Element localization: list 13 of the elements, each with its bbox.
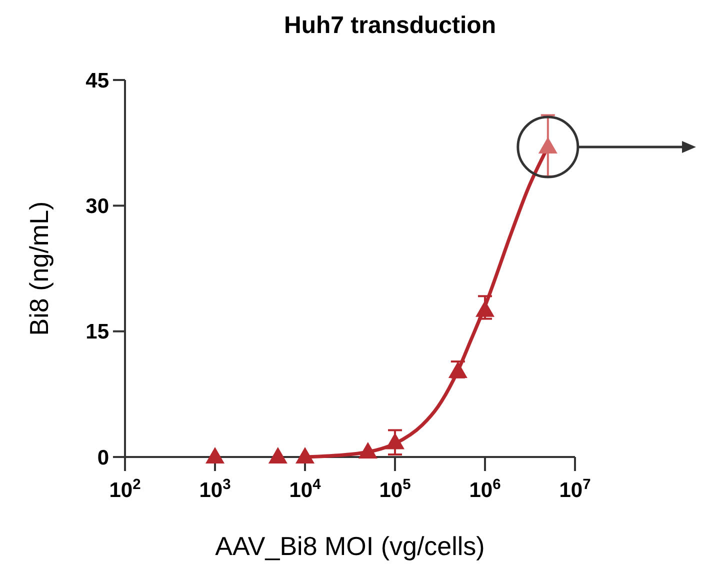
x-tick-label: 10$^{2}$ <box>109 477 141 502</box>
y-axis-title: Bi8 (ng/mL) <box>24 201 54 336</box>
x-tick-label: 10$^{7}$ <box>559 477 591 502</box>
chart-title: Huh7 transduction <box>284 12 496 39</box>
y-tick-label: 30 <box>86 195 109 218</box>
x-tick-label: 10$^{6}$ <box>469 477 501 502</box>
x-tick-label: 10$^{5}$ <box>379 477 411 502</box>
x-tick-label: 10$^{4}$ <box>289 477 322 502</box>
x-axis-title: AAV_Bi8 MOI (vg/cells) <box>215 531 485 561</box>
y-tick-label: 0 <box>97 446 109 470</box>
x-tick-label: 10$^{3}$ <box>199 477 231 502</box>
y-tick-label: 15 <box>86 320 110 344</box>
y-tick-label: 45 <box>86 69 110 92</box>
